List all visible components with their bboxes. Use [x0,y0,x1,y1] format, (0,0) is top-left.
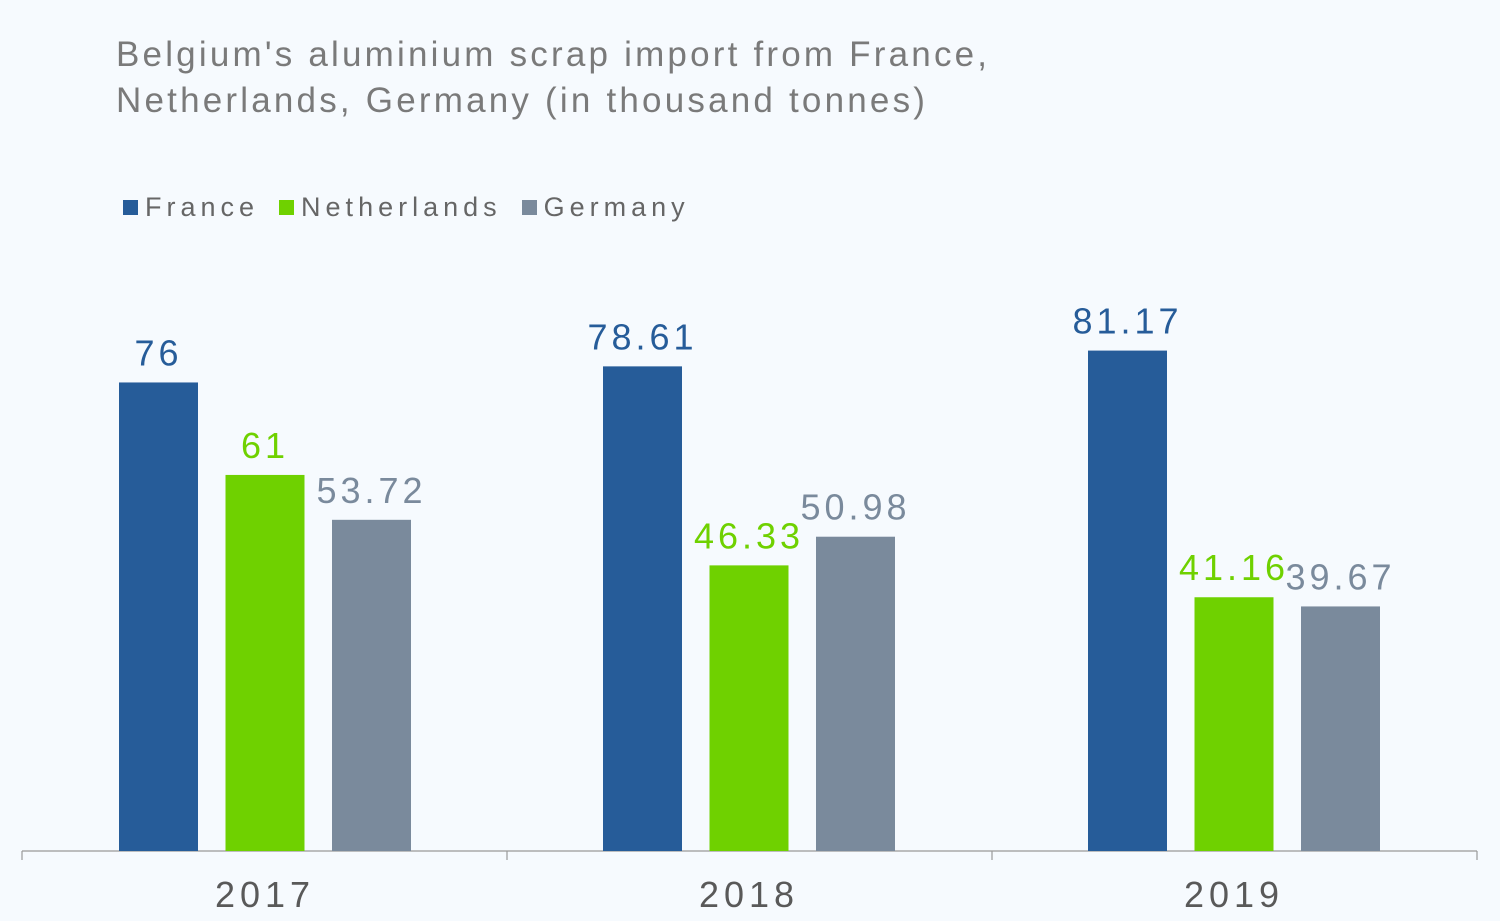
legend: France Netherlands Germany [123,192,710,223]
chart-title: Belgium's aluminium scrap import from Fr… [116,32,1416,124]
data-label-germany-2018: 50.98 [800,487,910,528]
bar-germany-2017 [332,519,411,851]
legend-item-france: France [123,192,259,223]
chart-title-line-2: Netherlands, Germany (in thousand tonnes… [116,81,929,120]
bar-france-2018 [603,366,682,851]
data-label-germany-2017: 53.72 [316,470,426,511]
legend-swatch-netherlands [279,200,295,215]
data-label-france-2019: 81.17 [1072,301,1182,342]
legend-swatch-germany [521,200,537,215]
x-tick-label-2019: 2019 [1184,874,1284,915]
data-label-netherlands-2019: 41.16 [1179,547,1289,588]
data-label-germany-2019: 39.67 [1285,556,1395,597]
data-label-france-2018: 78.61 [587,316,697,357]
chart-title-line-1: Belgium's aluminium scrap import from Fr… [116,35,991,74]
data-label-france-2017: 76 [134,332,182,373]
legend-label-germany: Germany [543,192,690,222]
bar-france-2019 [1088,350,1167,851]
bar-germany-2018 [816,536,895,851]
legend-item-netherlands: Netherlands [279,192,502,223]
legend-label-netherlands: Netherlands [301,192,502,222]
bar-germany-2019 [1301,606,1380,851]
bar-france-2017 [119,382,198,851]
data-label-netherlands-2017: 61 [241,425,289,466]
legend-swatch-france [123,200,138,215]
x-tick-label-2018: 2018 [699,874,799,915]
legend-item-germany: Germany [521,192,690,223]
bar-netherlands-2018 [709,565,789,851]
bar-netherlands-2017 [225,474,305,851]
legend-label-france: France [145,192,260,222]
data-label-netherlands-2018: 46.33 [694,515,804,556]
x-tick-label-2017: 2017 [215,874,315,915]
bar-netherlands-2019 [1194,597,1274,851]
